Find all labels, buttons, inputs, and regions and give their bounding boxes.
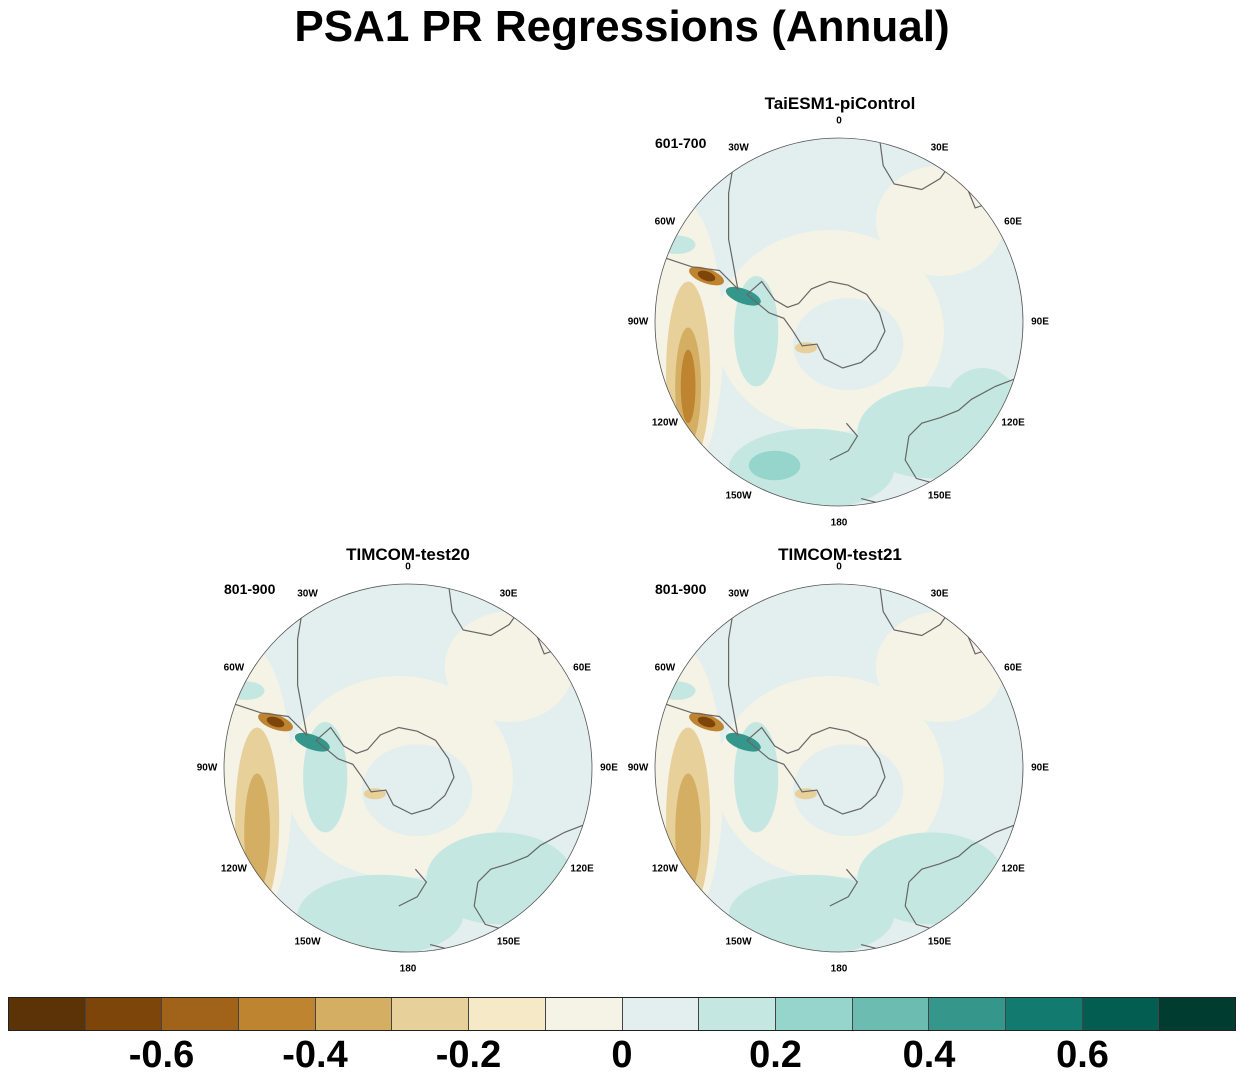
lon-label-taiesm1: 150E	[927, 490, 952, 502]
lon-label-timcom-test21: 120W	[651, 863, 678, 874]
lon-label-timcom-test20: 60W	[223, 662, 245, 673]
lon-label-timcom-test20: 120E	[570, 863, 594, 874]
colorbar-box	[929, 998, 1006, 1030]
colorbar-tick-label: 0	[611, 1034, 633, 1076]
colorbar-box	[315, 998, 393, 1030]
figure-title: PSA1 PR Regressions (Annual)	[294, 2, 950, 51]
lon-label-taiesm1: 90W	[627, 316, 649, 328]
lon-label-timcom-test21: 90W	[627, 762, 649, 774]
lon-label-timcom-test20: 150E	[496, 936, 521, 948]
colorbar-box	[1159, 998, 1235, 1030]
colorbar-tick-label: 0.2	[749, 1034, 802, 1076]
panel-title-timcom-test21: TIMCOM-test21	[778, 545, 902, 564]
colorbar	[8, 997, 1236, 1031]
lon-label-timcom-test20: 180	[399, 963, 417, 975]
colorbar-tick-label: 0.6	[1056, 1034, 1109, 1076]
lon-label-timcom-test20: 0	[405, 561, 411, 573]
colorbar-tick-label: 0.4	[902, 1034, 956, 1076]
lon-label-timcom-test20: 30E	[499, 588, 518, 600]
lon-label-taiesm1: 150W	[725, 490, 752, 502]
colorbar-box	[545, 998, 623, 1030]
lon-label-timcom-test20: 30W	[297, 588, 318, 600]
lon-label-timcom-test20: 150W	[294, 936, 321, 948]
lon-label-taiesm1: 30W	[728, 142, 749, 154]
colorbar-tick-label: -0.4	[282, 1034, 348, 1076]
colorbar-box	[1082, 998, 1160, 1030]
colorbar-box	[85, 998, 163, 1030]
lon-label-taiesm1: 30E	[930, 142, 949, 154]
lon-label-timcom-test21: 30W	[728, 588, 749, 600]
colorbar-box	[162, 998, 240, 1030]
colorbar-box	[852, 998, 930, 1030]
lon-label-timcom-test21: 60W	[654, 662, 676, 673]
lon-label-timcom-test21: 180	[830, 963, 848, 975]
lon-label-timcom-test21: 150E	[927, 936, 952, 948]
colorbar-box	[392, 998, 470, 1030]
colorbar-box	[9, 998, 86, 1030]
lon-label-timcom-test20: 120W	[220, 863, 247, 874]
lon-label-timcom-test20: 90E	[600, 762, 618, 774]
lon-label-timcom-test21: 90E	[1031, 762, 1049, 774]
colorbar-box	[469, 998, 546, 1030]
lon-label-taiesm1: 60E	[1004, 216, 1022, 227]
colorbar-tick-label: -0.2	[435, 1034, 502, 1076]
panel-title-taiesm1: TaiESM1-piControl	[764, 94, 916, 113]
lon-label-timcom-test20: 90W	[196, 762, 218, 774]
colorbar-box	[699, 998, 776, 1030]
lon-label-taiesm1: 60W	[654, 216, 676, 227]
period-label-taiesm1: 601-700	[655, 135, 707, 151]
lon-label-timcom-test21: 30E	[930, 588, 949, 600]
lon-label-taiesm1: 120E	[1001, 417, 1025, 428]
colorbar-box	[239, 998, 316, 1030]
colorbar-box	[622, 998, 700, 1030]
lon-label-taiesm1: 180	[830, 517, 848, 529]
lon-label-timcom-test21: 150W	[725, 936, 752, 948]
lon-label-taiesm1: 120W	[651, 417, 678, 428]
lon-label-taiesm1: 90E	[1031, 316, 1049, 328]
lon-label-timcom-test20: 60E	[573, 662, 591, 673]
colorbar-tick-label: -0.6	[128, 1034, 195, 1076]
colorbar-box	[775, 998, 853, 1030]
lon-label-taiesm1: 0	[836, 115, 842, 127]
lon-label-timcom-test21: 60E	[1004, 662, 1022, 673]
period-label-timcom-test20: 801-900	[224, 581, 276, 597]
panel-title-timcom-test20: TIMCOM-test20	[346, 545, 470, 564]
lon-label-timcom-test21: 120E	[1001, 863, 1025, 874]
colorbar-box	[1005, 998, 1083, 1030]
period-label-timcom-test21: 801-900	[655, 581, 707, 597]
lon-label-timcom-test21: 0	[836, 561, 842, 573]
